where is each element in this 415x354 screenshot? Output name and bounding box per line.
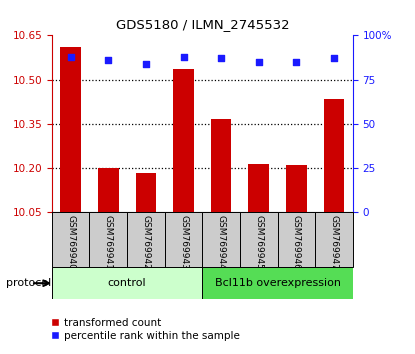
Bar [240,212,278,267]
Text: control: control [108,278,146,288]
Bar [165,212,203,267]
Bar [52,212,90,267]
Bar [249,164,269,212]
Point [105,57,112,63]
Text: protocol: protocol [6,278,51,288]
Text: GSM769942: GSM769942 [142,215,150,270]
Bar [127,212,165,267]
Text: GSM769945: GSM769945 [254,215,263,270]
Point [293,59,300,65]
Text: GSM769940: GSM769940 [66,215,75,270]
Bar [60,47,81,212]
Bar [315,212,353,267]
Text: GSM769944: GSM769944 [217,215,226,270]
Bar [136,173,156,212]
Bar [278,212,315,267]
Point [180,54,187,59]
Bar [203,267,353,299]
Point [67,54,74,59]
Text: GSM769941: GSM769941 [104,215,113,270]
Bar [203,212,240,267]
Bar [173,69,194,212]
Point [331,56,337,61]
Bar [324,99,344,212]
Text: GSM769946: GSM769946 [292,215,301,270]
Bar [98,168,119,212]
Bar [52,267,203,299]
Point [255,59,262,65]
Text: Bcl11b overexpression: Bcl11b overexpression [215,278,341,288]
Point [143,61,149,67]
Text: GSM769943: GSM769943 [179,215,188,270]
Title: GDS5180 / ILMN_2745532: GDS5180 / ILMN_2745532 [115,18,289,32]
Bar [286,165,307,212]
Legend: transformed count, percentile rank within the sample: transformed count, percentile rank withi… [47,314,244,345]
Point [218,56,225,61]
Bar [90,212,127,267]
Bar [211,120,232,212]
Text: GSM769947: GSM769947 [330,215,339,270]
